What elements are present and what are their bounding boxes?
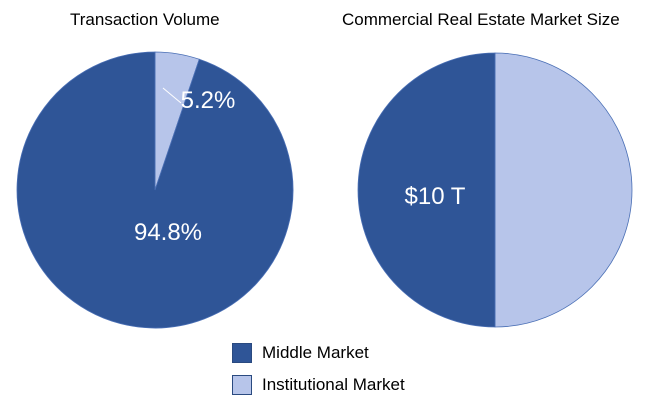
data-label: $10 T bbox=[405, 183, 466, 210]
legend-item-institutional-market: Institutional Market bbox=[232, 375, 405, 395]
legend-swatch-middle-market bbox=[232, 343, 252, 363]
data-label: 5.2% bbox=[181, 87, 236, 114]
leader-line bbox=[162, 87, 182, 104]
legend-label: Middle Market bbox=[262, 343, 369, 362]
pie-slice-middle-market bbox=[16, 51, 294, 329]
legend-swatch-institutional-market bbox=[232, 375, 252, 395]
data-label: 94.8% bbox=[134, 219, 202, 246]
chart-title-transaction-volume: Transaction Volume bbox=[70, 10, 220, 29]
chart-title-market-size: Commercial Real Estate Market Size bbox=[342, 10, 620, 29]
legend-label: Institutional Market bbox=[262, 375, 405, 394]
legend-item-middle-market: Middle Market bbox=[232, 343, 369, 363]
pie-slice-middle-market bbox=[357, 52, 496, 328]
pie-slice-institutional-market bbox=[494, 52, 633, 328]
